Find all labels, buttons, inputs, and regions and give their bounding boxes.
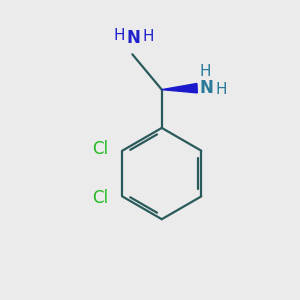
Text: H: H — [143, 29, 154, 44]
Text: H: H — [113, 28, 125, 43]
Text: Cl: Cl — [92, 140, 108, 158]
Text: N: N — [199, 79, 213, 97]
Text: H: H — [199, 64, 211, 79]
Text: Cl: Cl — [92, 189, 108, 207]
Text: H: H — [215, 82, 227, 97]
Text: N: N — [127, 29, 141, 47]
Polygon shape — [162, 83, 197, 93]
